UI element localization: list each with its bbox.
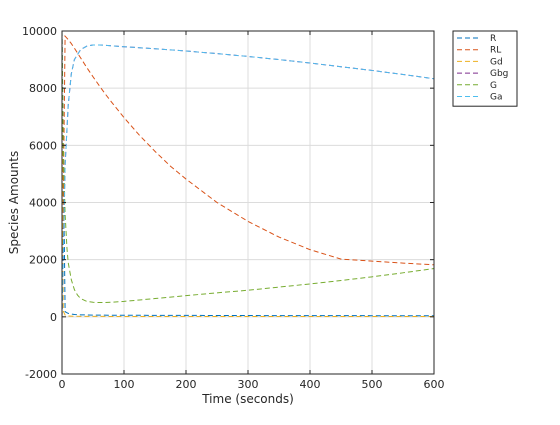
x-tick-label: 0 (59, 378, 66, 391)
series-lines (61, 30, 435, 318)
x-tick-label: 600 (424, 378, 445, 391)
x-tick-label: 500 (362, 378, 383, 391)
series-line-rl (61, 34, 435, 317)
x-tick-label: 200 (176, 378, 197, 391)
series-line-ga (61, 44, 435, 317)
legend-label: Ga (490, 93, 503, 103)
y-tick-label: 4000 (29, 197, 57, 210)
x-tick-label: 100 (114, 378, 135, 391)
legend-box (452, 30, 518, 107)
legend-label: R (490, 34, 496, 44)
y-axis-label: Species Amounts (7, 151, 21, 254)
legend-label: RL (490, 46, 501, 56)
series-line-g (61, 30, 435, 304)
legend-label: Gbg (490, 69, 508, 79)
grid (61, 30, 435, 375)
y-tick-label: 2000 (29, 254, 57, 267)
legend-label: Gd (490, 57, 503, 67)
y-tick-label: 10000 (22, 25, 57, 38)
x-tick-label: 400 (300, 378, 321, 391)
legend-label: G (490, 81, 497, 91)
axis-ticks: 0 100 200 300 400 500 600-20000200040006000800… (22, 25, 445, 391)
series-line-r (61, 30, 435, 317)
y-tick-label: -2000 (25, 368, 57, 381)
series-line-gd (61, 30, 434, 318)
y-tick-label: 6000 (29, 139, 57, 152)
y-tick-label: 0 (50, 311, 57, 324)
x-axis-label: Time (seconds) (201, 392, 294, 406)
y-tick-label: 8000 (29, 82, 57, 95)
x-tick-label: 300 (238, 378, 259, 391)
